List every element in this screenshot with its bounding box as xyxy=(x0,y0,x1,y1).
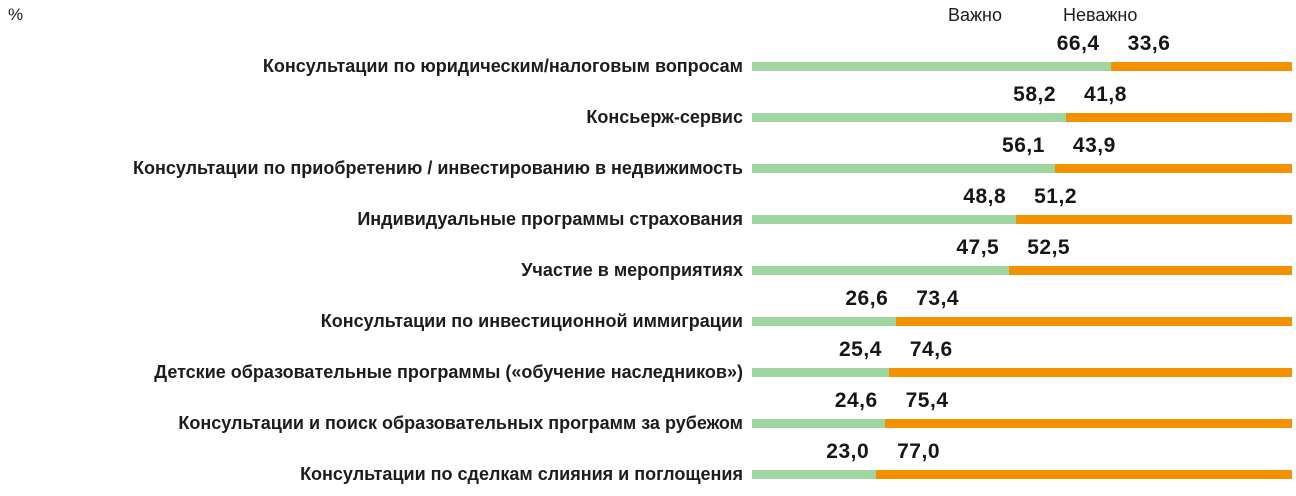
value-label-important: 26,6 xyxy=(845,287,889,310)
value-labels: 48,8 51,2 xyxy=(761,183,1292,209)
bar-segment-important xyxy=(752,214,1016,224)
bar-segment-unimportant xyxy=(1110,61,1292,71)
stacked-bar xyxy=(752,112,1292,122)
bar-segment-important xyxy=(752,112,1067,122)
bar-line: Консультации по сделкам слияния и поглощ… xyxy=(0,464,1296,484)
legend-label-unimportant: Неважно xyxy=(1063,5,1138,25)
category-label: Участие в мероприятиях xyxy=(521,259,743,280)
stacked-bar xyxy=(752,163,1292,173)
bar-segment-important xyxy=(752,61,1111,71)
value-label-important: 48,8 xyxy=(963,185,1007,208)
category-label: Индивидуальные программы страхования xyxy=(357,208,743,229)
value-label-important: 23,0 xyxy=(826,440,870,463)
category-label: Консультации по сделкам слияния и поглощ… xyxy=(300,463,743,484)
bar-row: 26,6 73,4 Консультации по инвестиционной… xyxy=(0,285,1296,336)
value-label-unimportant: 74,6 xyxy=(909,338,953,361)
bar-row: 58,2 41,8 Консьерж-сервис xyxy=(0,81,1296,132)
bar-line: Консультации по инвестиционной иммиграци… xyxy=(0,311,1296,331)
stacked-bar xyxy=(752,316,1292,326)
value-labels: 56,1 43,9 xyxy=(761,132,1292,158)
axis-unit-label: % xyxy=(8,5,24,24)
bar-line: Участие в мероприятиях xyxy=(0,260,1296,280)
bar-segment-important xyxy=(752,469,877,479)
category-label: Консультации по юридическим/налоговым во… xyxy=(262,55,743,76)
bar-rows-container: 66,4 33,6 Консультации по юридическим/на… xyxy=(0,30,1296,489)
bar-segment-important xyxy=(752,418,885,428)
value-label-unimportant: 73,4 xyxy=(916,287,960,310)
category-label: Консьерж-сервис xyxy=(586,106,743,127)
value-label-important: 24,6 xyxy=(834,389,878,412)
bar-segment-unimportant xyxy=(895,316,1292,326)
value-label-important: 56,1 xyxy=(1002,134,1045,157)
bar-line: Консультации по юридическим/налоговым во… xyxy=(0,56,1296,76)
bar-line: Индивидуальные программы страхования xyxy=(0,209,1296,229)
value-labels: 66,4 33,6 xyxy=(761,30,1292,56)
bar-segment-important xyxy=(752,367,890,377)
value-label-important: 58,2 xyxy=(1013,83,1057,106)
value-labels: 58,2 41,8 xyxy=(761,81,1292,107)
category-label: Консультации и поиск образовательных про… xyxy=(178,412,743,433)
bar-line: Консультации и поиск образовательных про… xyxy=(0,413,1296,433)
bar-segment-unimportant xyxy=(889,367,1292,377)
value-label-important: 25,4 xyxy=(839,338,882,361)
value-labels: 47,5 52,5 xyxy=(761,234,1292,260)
value-labels: 23,0 77,0 xyxy=(761,438,1292,464)
stacked-bar xyxy=(752,265,1292,275)
bar-segment-unimportant xyxy=(1066,112,1292,122)
bar-line: Консьерж-сервис xyxy=(0,107,1296,127)
value-label-important: 66,4 xyxy=(1056,32,1100,55)
value-label-unimportant: 75,4 xyxy=(905,389,949,412)
stacked-bar xyxy=(752,61,1292,71)
bar-line: Консультации по приобретению / инвестиро… xyxy=(0,158,1296,178)
bar-segment-unimportant xyxy=(1008,265,1292,275)
bar-segment-important xyxy=(752,265,1009,275)
stacked-bar xyxy=(752,214,1292,224)
bar-row: 56,1 43,9 Консультации по приобретению /… xyxy=(0,132,1296,183)
value-labels: 26,6 73,4 xyxy=(761,285,1292,311)
value-label-important: 47,5 xyxy=(956,236,1000,259)
stacked-bar xyxy=(752,469,1292,479)
bar-segment-important xyxy=(752,163,1055,173)
bar-row: 25,4 74,6 Детские образовательные програ… xyxy=(0,336,1296,387)
value-label-unimportant: 77,0 xyxy=(897,440,940,463)
value-labels: 24,6 75,4 xyxy=(761,387,1292,413)
legend-label-important: Важно xyxy=(948,5,1003,25)
category-label: Детские образовательные программы («обуч… xyxy=(154,361,743,382)
bar-row: 47,5 52,5 Участие в мероприятиях xyxy=(0,234,1296,285)
bar-segment-unimportant xyxy=(1054,163,1292,173)
value-label-unimportant: 41,8 xyxy=(1084,83,1127,106)
bar-row: 24,6 75,4 Консультации и поиск образоват… xyxy=(0,387,1296,438)
value-label-unimportant: 43,9 xyxy=(1072,134,1116,157)
value-label-unimportant: 52,5 xyxy=(1027,236,1071,259)
category-label: Консультации по инвестиционной иммиграци… xyxy=(320,310,743,331)
bar-row: 23,0 77,0 Консультации по сделкам слияни… xyxy=(0,438,1296,489)
bar-segment-unimportant xyxy=(876,469,1292,479)
value-labels: 25,4 74,6 xyxy=(761,336,1292,362)
bar-row: 48,8 51,2 Индивидуальные программы страх… xyxy=(0,183,1296,234)
value-label-unimportant: 51,2 xyxy=(1034,185,1077,208)
bar-segment-unimportant xyxy=(884,418,1292,428)
bar-segment-unimportant xyxy=(1015,214,1292,224)
category-label: Консультации по приобретению / инвестиро… xyxy=(132,157,743,178)
bar-line: Детские образовательные программы («обуч… xyxy=(0,362,1296,382)
bar-segment-important xyxy=(752,316,896,326)
stacked-bar xyxy=(752,367,1292,377)
value-label-unimportant: 33,6 xyxy=(1127,32,1171,55)
stacked-bar xyxy=(752,418,1292,428)
bar-row: 66,4 33,6 Консультации по юридическим/на… xyxy=(0,30,1296,81)
